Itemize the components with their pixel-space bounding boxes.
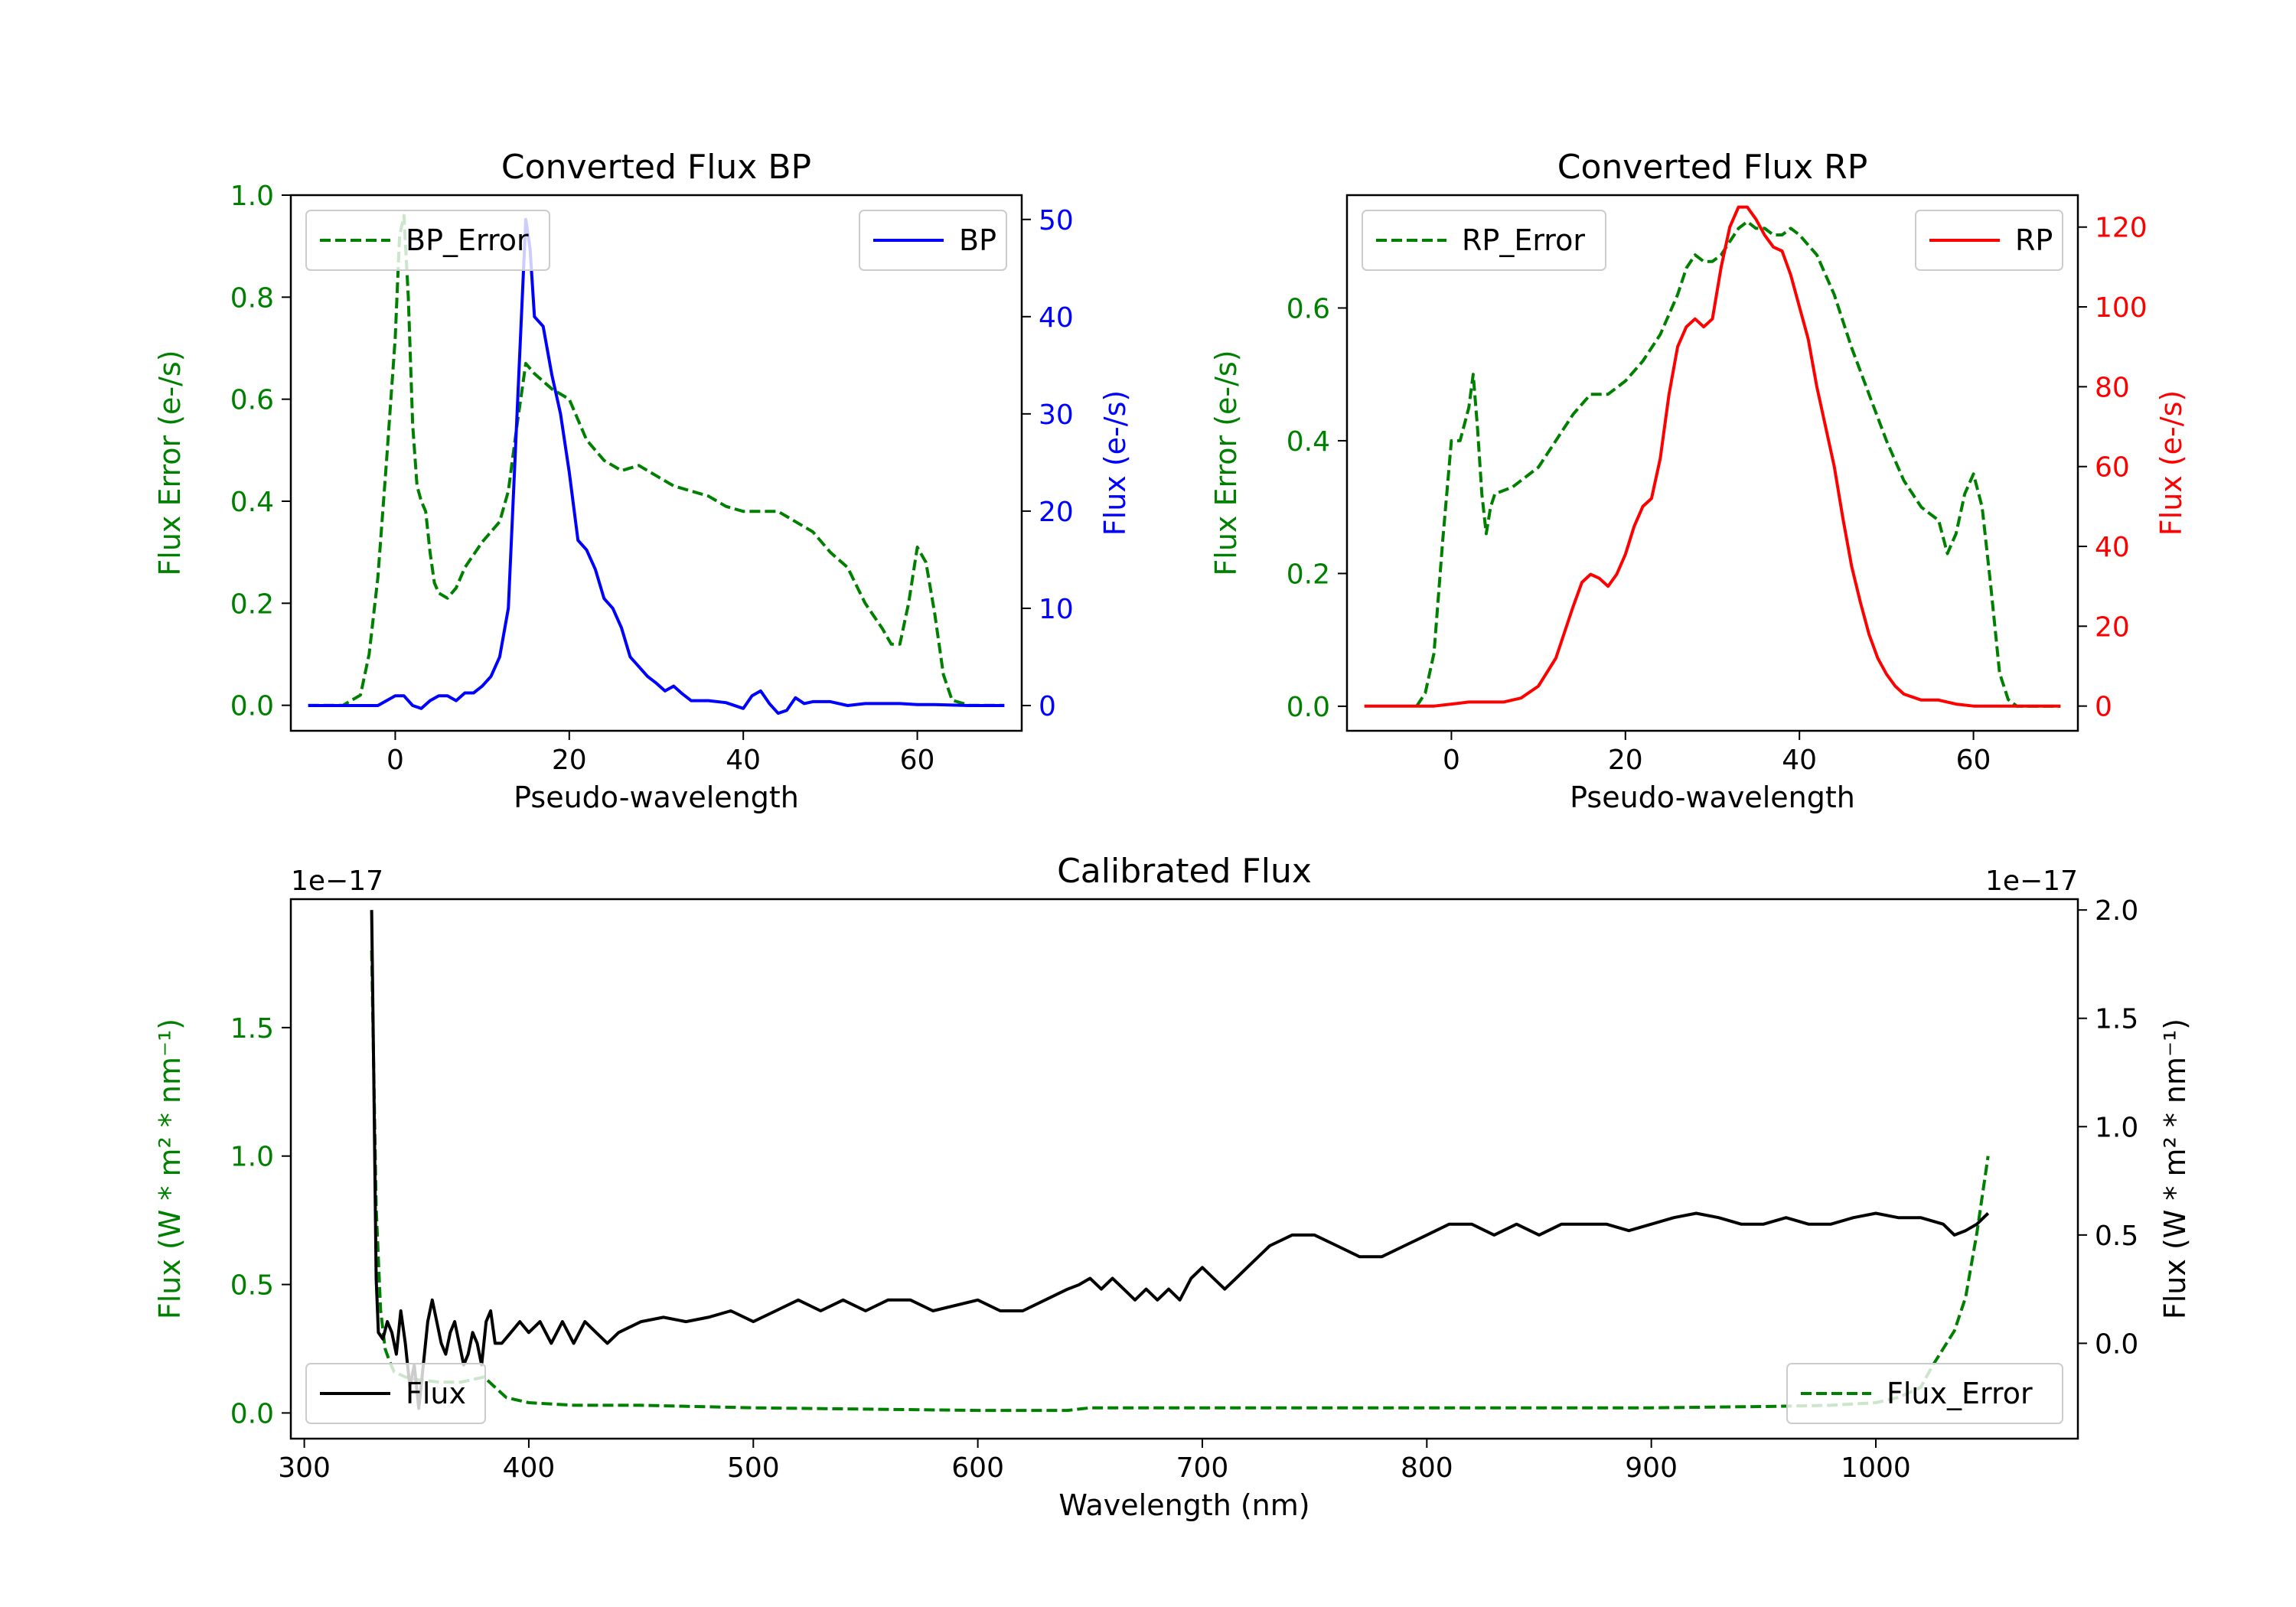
x-axis-label: Pseudo-wavelength xyxy=(1570,781,1855,814)
legend-label: BP_Error xyxy=(406,223,529,257)
y-right-tick-label: 0 xyxy=(1039,691,1056,722)
y-right-tick-label: 20 xyxy=(2095,611,2130,643)
legend-box xyxy=(305,210,550,271)
legend-rp: RP xyxy=(1915,210,2063,271)
y-left-tick-label: 0.2 xyxy=(230,588,274,620)
panel-1: 0 20 40 60 0.0 0.2 0.4 0.6 0.8 1.0 0 10 20 30 40 50 Conv… xyxy=(153,148,1132,814)
x-tick-label: 20 xyxy=(1608,745,1643,776)
legend-box xyxy=(305,1363,486,1424)
legend-box xyxy=(1786,1363,2063,1424)
y-left-tick-label: 0.0 xyxy=(230,691,274,722)
x-tick-label: 600 xyxy=(951,1452,1004,1484)
y-left-tick-label: 1.0 xyxy=(230,181,274,212)
y-right-tick-label: 30 xyxy=(1039,399,1074,431)
y-left-tick-label: 0.0 xyxy=(230,1398,274,1429)
y-right-tick-label: 60 xyxy=(2095,452,2130,484)
series-line-flux-error xyxy=(370,950,1990,1413)
series-line-bp-error xyxy=(308,214,1005,707)
series-line-rp-error xyxy=(1415,220,2061,708)
axes-frame xyxy=(289,898,2079,1440)
x-tick-label: 0 xyxy=(1443,745,1460,776)
legend-label: Flux xyxy=(406,1377,466,1410)
chart-title: Calibrated Flux xyxy=(1057,852,1312,891)
y-left-tick-label: 0.0 xyxy=(1287,692,1330,723)
x-axis-label: Wavelength (nm) xyxy=(1058,1488,1309,1522)
x-axis-label: Pseudo-wavelength xyxy=(514,781,799,814)
y-left-tick-label: 0.6 xyxy=(1287,293,1330,324)
y-right-tick-label: 1.5 xyxy=(2095,1004,2138,1035)
legend-box xyxy=(1362,210,1606,271)
x-tick-label: 400 xyxy=(503,1452,556,1484)
y-right-tick-label: 40 xyxy=(1039,302,1074,334)
legend-label: RP xyxy=(2015,223,2053,257)
legend-flux: Flux xyxy=(305,1363,486,1424)
y-left-tick-label: 0.4 xyxy=(230,487,274,518)
y-right-tick-label: 0 xyxy=(2095,692,2112,723)
y-left-tick-label: 0.5 xyxy=(230,1270,274,1302)
x-tick-label: 60 xyxy=(900,745,935,776)
legend-flux-error: Flux_Error xyxy=(1786,1363,2063,1424)
x-tick-label: 0 xyxy=(386,745,404,776)
y-right-tick-label: 2.0 xyxy=(2095,895,2138,927)
offset-right-label: 1e−17 xyxy=(1985,865,2078,897)
x-tick-label: 300 xyxy=(278,1452,331,1484)
y-right-axis-label: Flux (W * m² * nm⁻¹) xyxy=(2158,1019,2192,1319)
legend-rp-error: RP_Error xyxy=(1362,210,1606,271)
y-left-tick-label: 0.6 xyxy=(230,385,274,416)
y-left-axis-label: Flux Error (e-/s) xyxy=(1209,350,1243,575)
y-right-tick-label: 50 xyxy=(1039,205,1074,236)
chart-title: Converted Flux RP xyxy=(1557,148,1868,187)
y-left-tick-label: 0.8 xyxy=(230,282,274,314)
x-tick-label: 500 xyxy=(727,1452,780,1484)
y-left-tick-label: 1.5 xyxy=(230,1013,274,1045)
x-tick-label: 40 xyxy=(726,745,761,776)
x-tick-label: 900 xyxy=(1625,1452,1678,1484)
y-right-tick-label: 100 xyxy=(2095,292,2148,324)
y-right-tick-label: 0.0 xyxy=(2095,1328,2138,1360)
x-tick-label: 700 xyxy=(1176,1452,1229,1484)
offset-left-label: 1e−17 xyxy=(291,865,383,897)
y-right-axis-label: Flux (e-/s) xyxy=(2154,390,2188,536)
axes-frame xyxy=(289,194,1023,732)
legend-label: RP_Error xyxy=(1462,223,1585,257)
series-line-flux xyxy=(370,910,1990,1410)
x-tick-label: 40 xyxy=(1782,745,1817,776)
panel-3: 300 400 500 600 700 800 900 1000 0.0 0.5 1.0 1.5 0.0… xyxy=(153,852,2192,1522)
y-right-tick-label: 20 xyxy=(1039,497,1074,528)
series-line-rp xyxy=(1364,205,2061,708)
y-right-tick-label: 0.5 xyxy=(2095,1221,2138,1252)
y-left-axis-label: Flux (W * m² * nm⁻¹) xyxy=(153,1019,187,1319)
y-right-tick-label: 1.0 xyxy=(2095,1112,2138,1143)
y-right-tick-label: 80 xyxy=(2095,372,2130,403)
y-left-tick-label: 0.4 xyxy=(1287,426,1330,458)
axes-frame xyxy=(1345,194,2079,732)
legend-bp: BP xyxy=(859,210,1007,271)
legend-label: BP xyxy=(959,223,996,257)
y-left-axis-label: Flux Error (e-/s) xyxy=(153,350,187,575)
legend-bp-error: BP_Error xyxy=(305,210,550,271)
y-right-tick-label: 40 xyxy=(2095,532,2130,563)
panel-2: 0 20 40 60 0.0 0.2 0.4 0.6 0 20 40 60 80 100 120 Conver… xyxy=(1209,148,2188,814)
x-tick-label: 60 xyxy=(1956,745,1991,776)
y-right-tick-label: 120 xyxy=(2095,213,2148,244)
x-tick-label: 1000 xyxy=(1841,1452,1911,1484)
x-tick-label: 800 xyxy=(1401,1452,1453,1484)
legend-label: Flux_Error xyxy=(1887,1377,2033,1410)
y-left-tick-label: 1.0 xyxy=(230,1142,274,1173)
y-right-tick-label: 10 xyxy=(1039,594,1074,625)
chart-title: Converted Flux BP xyxy=(501,148,811,187)
y-right-axis-label: Flux (e-/s) xyxy=(1098,390,1132,536)
series-line-bp xyxy=(308,217,1005,715)
y-left-tick-label: 0.2 xyxy=(1287,559,1330,590)
x-tick-label: 20 xyxy=(552,745,587,776)
